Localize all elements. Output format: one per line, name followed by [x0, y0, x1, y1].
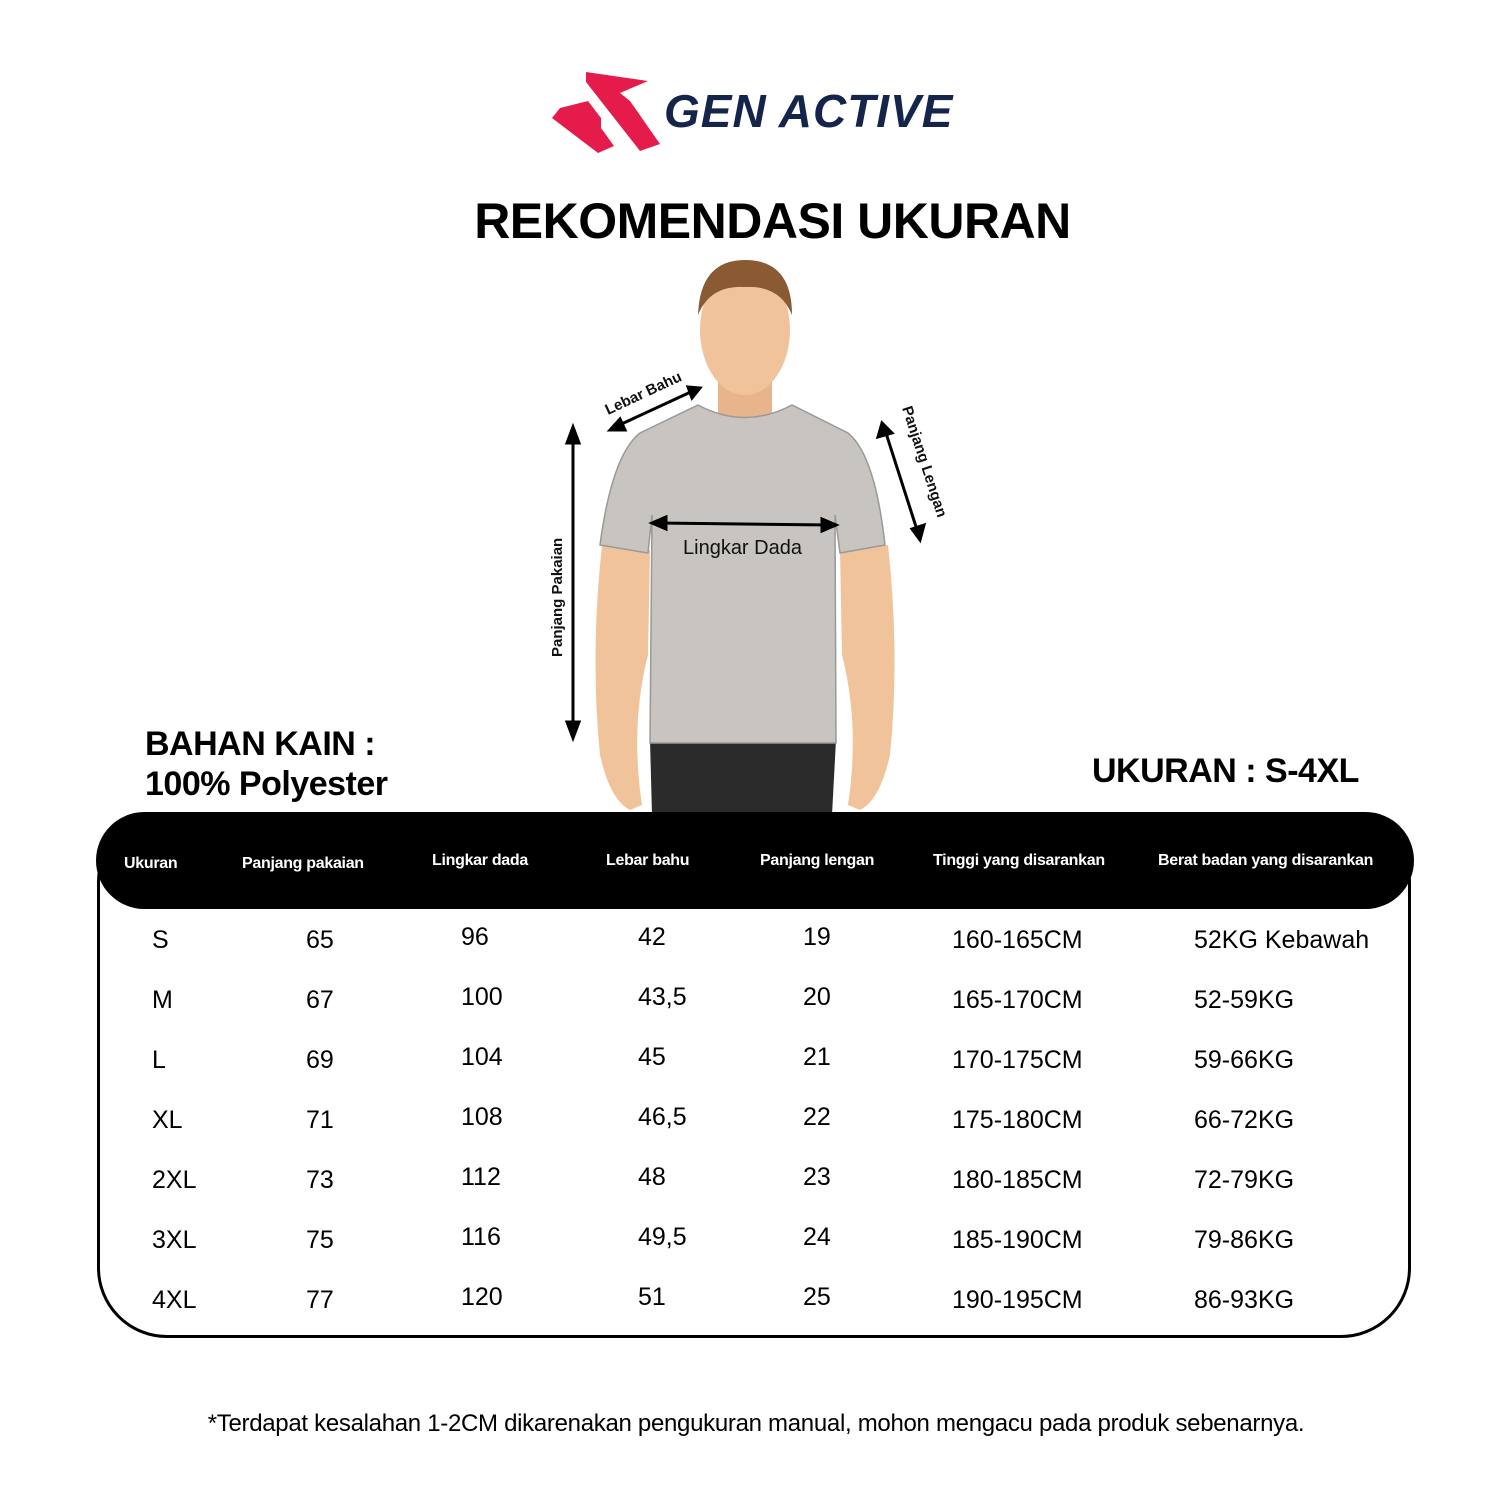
column-header: Ukuran: [124, 855, 178, 872]
table-cell: 3XL: [152, 1226, 197, 1254]
material-info: BAHAN KAIN : 100% Polyester: [145, 724, 388, 804]
table-cell: 21: [803, 1043, 831, 1071]
table-cell: L: [152, 1046, 166, 1074]
size-range: UKURAN : S-4XL: [1092, 752, 1359, 790]
table-cell: 77: [306, 1286, 334, 1314]
size-table-header: Ukuran Panjang pakaian Lingkar dada Lebar b…: [96, 812, 1414, 909]
garment-length-label: Panjang Pakaian: [549, 538, 566, 657]
table-cell: S: [152, 926, 169, 954]
table-cell: 51: [638, 1283, 666, 1311]
brand-name: GEN ACTIVE: [664, 85, 954, 137]
disclaimer-note: *Terdapat kesalahan 1-2CM dikarenakan pe…: [207, 1410, 1305, 1437]
shoulder-width-label: Lebar Bahu: [603, 368, 685, 418]
table-cell: 24: [803, 1223, 831, 1251]
table-cell: 4XL: [152, 1286, 197, 1314]
table-cell: 65: [306, 926, 334, 954]
table-cell: 116: [461, 1223, 501, 1251]
table-cell: XL: [152, 1106, 183, 1134]
column-header: Tinggi yang disarankan: [933, 852, 1105, 869]
table-cell: 112: [461, 1163, 501, 1191]
chest-circumference-label: Lingkar Dada: [683, 537, 803, 559]
table-cell: 52-59KG: [1194, 986, 1295, 1014]
table-cell: 100: [461, 983, 503, 1011]
table-cell: 72-79KG: [1194, 1166, 1295, 1194]
table-cell: 71: [306, 1106, 334, 1134]
material-label: BAHAN KAIN :: [145, 725, 376, 763]
table-cell: 52KG Kebawah: [1194, 926, 1370, 954]
table-cell: 20: [803, 983, 831, 1011]
table-cell: 86-93KG: [1194, 1286, 1295, 1314]
table-cell: 180-185CM: [952, 1166, 1083, 1194]
table-cell: 69: [306, 1046, 334, 1074]
table-cell: 22: [803, 1103, 831, 1131]
table-cell: 185-190CM: [952, 1226, 1083, 1254]
material-value: 100% Polyester: [145, 765, 388, 803]
table-cell: 59-66KG: [1194, 1046, 1295, 1074]
table-cell: 75: [306, 1226, 334, 1254]
table-cell: 48: [638, 1163, 666, 1191]
table-cell: 19: [803, 923, 831, 951]
table-cell: 49,5: [638, 1223, 687, 1251]
table-cell: 23: [803, 1163, 831, 1191]
table-cell: 120: [461, 1283, 503, 1311]
table-cell: 66-72KG: [1194, 1106, 1295, 1134]
table-cell: 43,5: [638, 983, 687, 1011]
column-header: Lingkar dada: [432, 852, 528, 869]
table-cell: 67: [306, 986, 334, 1014]
table-cell: 170-175CM: [952, 1046, 1083, 1074]
table-cell: 96: [461, 923, 489, 951]
sleeve-length-label: Panjang Lengan: [898, 404, 950, 519]
table-cell: 25: [803, 1283, 831, 1311]
tshirt-model-illustration: Lebar Bahu Panjang Lengan Lingkar Dada P…: [549, 260, 950, 815]
table-cell: M: [152, 986, 173, 1014]
page-title: REKOMENDASI UKURAN: [474, 193, 1071, 249]
table-cell: 79-86KG: [1194, 1226, 1295, 1254]
table-cell: 73: [306, 1166, 334, 1194]
table-cell: 2XL: [152, 1166, 197, 1194]
table-cell: 160-165CM: [952, 926, 1083, 954]
table-cell: 46,5: [638, 1103, 687, 1131]
table-cell: 175-180CM: [952, 1106, 1083, 1134]
table-cell: 165-170CM: [952, 986, 1083, 1014]
table-cell: 42: [638, 923, 666, 951]
column-header: Panjang lengan: [760, 852, 875, 869]
table-cell: 108: [461, 1103, 503, 1131]
table-cell: 104: [461, 1043, 503, 1071]
brand-logo-icon: [552, 72, 660, 153]
column-header: Panjang pakaian: [242, 855, 364, 872]
table-cell: 190-195CM: [952, 1286, 1083, 1314]
column-header: Lebar bahu: [606, 852, 690, 869]
column-header: Berat badan yang disarankan: [1158, 852, 1374, 869]
table-cell: 45: [638, 1043, 666, 1071]
